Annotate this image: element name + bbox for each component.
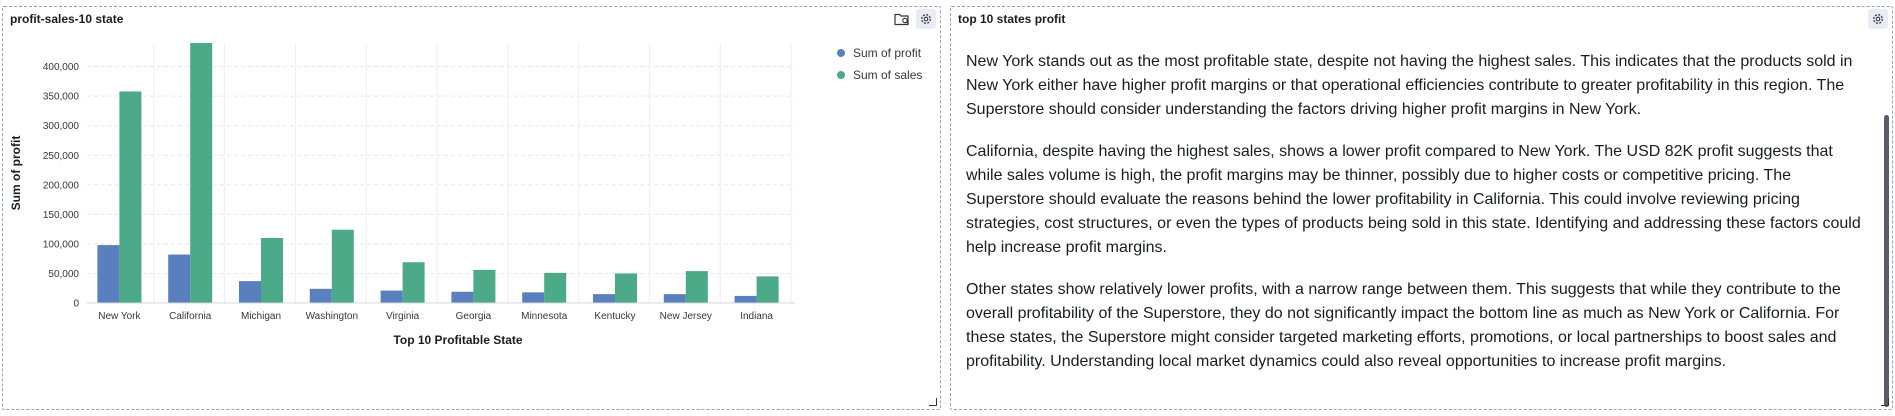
bar-profit [239, 281, 261, 303]
bar-profit [380, 290, 403, 303]
x-tick-label: Minnesota [521, 311, 568, 322]
insight-paragraph: California, despite having the highest s… [966, 143, 1861, 256]
y-tick-label: 0 [73, 299, 79, 310]
panel-title: profit-sales-10 state [10, 12, 124, 26]
legend-swatch-profit [837, 49, 845, 57]
bar-profit [168, 254, 191, 303]
bar-sales [402, 262, 425, 303]
bar-profit [593, 294, 615, 303]
chart-legend: Sum of profit Sum of sales [837, 42, 922, 86]
x-tick-label: California [169, 311, 212, 322]
bar-profit [97, 245, 120, 303]
y-axis-title: Sum of profit [9, 136, 23, 211]
bar-sales [756, 276, 779, 303]
gear-icon[interactable] [916, 9, 936, 29]
legend-label: Sum of sales [853, 68, 923, 82]
y-tick-label: 400,000 [43, 62, 80, 73]
bar-profit [309, 288, 332, 303]
y-tick-label: 50,000 [48, 269, 79, 280]
y-tick-label: 150,000 [43, 210, 80, 221]
x-tick-label: New Jersey [660, 311, 712, 322]
resize-handle[interactable] [1881, 398, 1889, 406]
bar-sales [261, 238, 283, 303]
panel-toolbar [892, 9, 936, 29]
y-tick-label: 250,000 [43, 151, 80, 162]
y-tick-label: 300,000 [43, 121, 80, 132]
y-tick-label: 200,000 [43, 180, 80, 191]
resize-handle[interactable] [929, 398, 937, 406]
y-tick-label: 100,000 [43, 239, 80, 250]
bar-profit [522, 292, 545, 303]
folder-search-icon[interactable] [892, 9, 912, 29]
x-tick-label: New York [98, 311, 141, 322]
legend-label: Sum of profit [853, 46, 922, 60]
bar-profit [663, 294, 686, 303]
x-tick-label: Virginia [386, 311, 420, 322]
x-axis-title: Top 10 Profitable State [393, 333, 522, 347]
x-tick-label: Washington [306, 311, 358, 322]
insight-paragraph: Other states show relatively lower profi… [966, 281, 1841, 370]
gear-icon[interactable] [1868, 9, 1888, 29]
panel-title: top 10 states profit [958, 12, 1066, 26]
bar-profit [451, 291, 474, 303]
bar-sales [190, 43, 213, 303]
x-tick-label: Kentucky [594, 311, 635, 322]
scrollbar[interactable] [1884, 115, 1890, 407]
bar-sales [119, 91, 142, 303]
panel-toolbar [1868, 9, 1888, 29]
bar-sales [685, 271, 708, 303]
legend-item-sales[interactable]: Sum of sales [837, 64, 922, 86]
bar-sales [544, 272, 567, 303]
x-tick-label: Michigan [241, 311, 281, 322]
x-tick-label: Indiana [740, 311, 773, 322]
scrollbar-thumb[interactable] [1884, 115, 1889, 407]
y-tick-label: 350,000 [43, 92, 80, 103]
bar-profit [734, 295, 757, 303]
legend-item-profit[interactable]: Sum of profit [837, 42, 922, 64]
profit-sales-chart-panel: profit-sales-10 state 0 50,000 100,000 150,… [2, 6, 941, 410]
bar-sales [615, 273, 637, 303]
x-tick-label: Georgia [456, 311, 492, 322]
insights-text: New York stands out as the most profitab… [966, 50, 1864, 392]
profit-insights-panel: top 10 states profit New York stands out… [950, 6, 1893, 410]
legend-swatch-sales [837, 71, 845, 79]
bar-chart: 0 50,000 100,000 150,000 200,000 250,000 300,0… [9, 43, 795, 347]
bar-sales [331, 229, 354, 303]
bar-sales [473, 269, 496, 303]
insight-paragraph: New York stands out as the most profitab… [966, 53, 1853, 118]
